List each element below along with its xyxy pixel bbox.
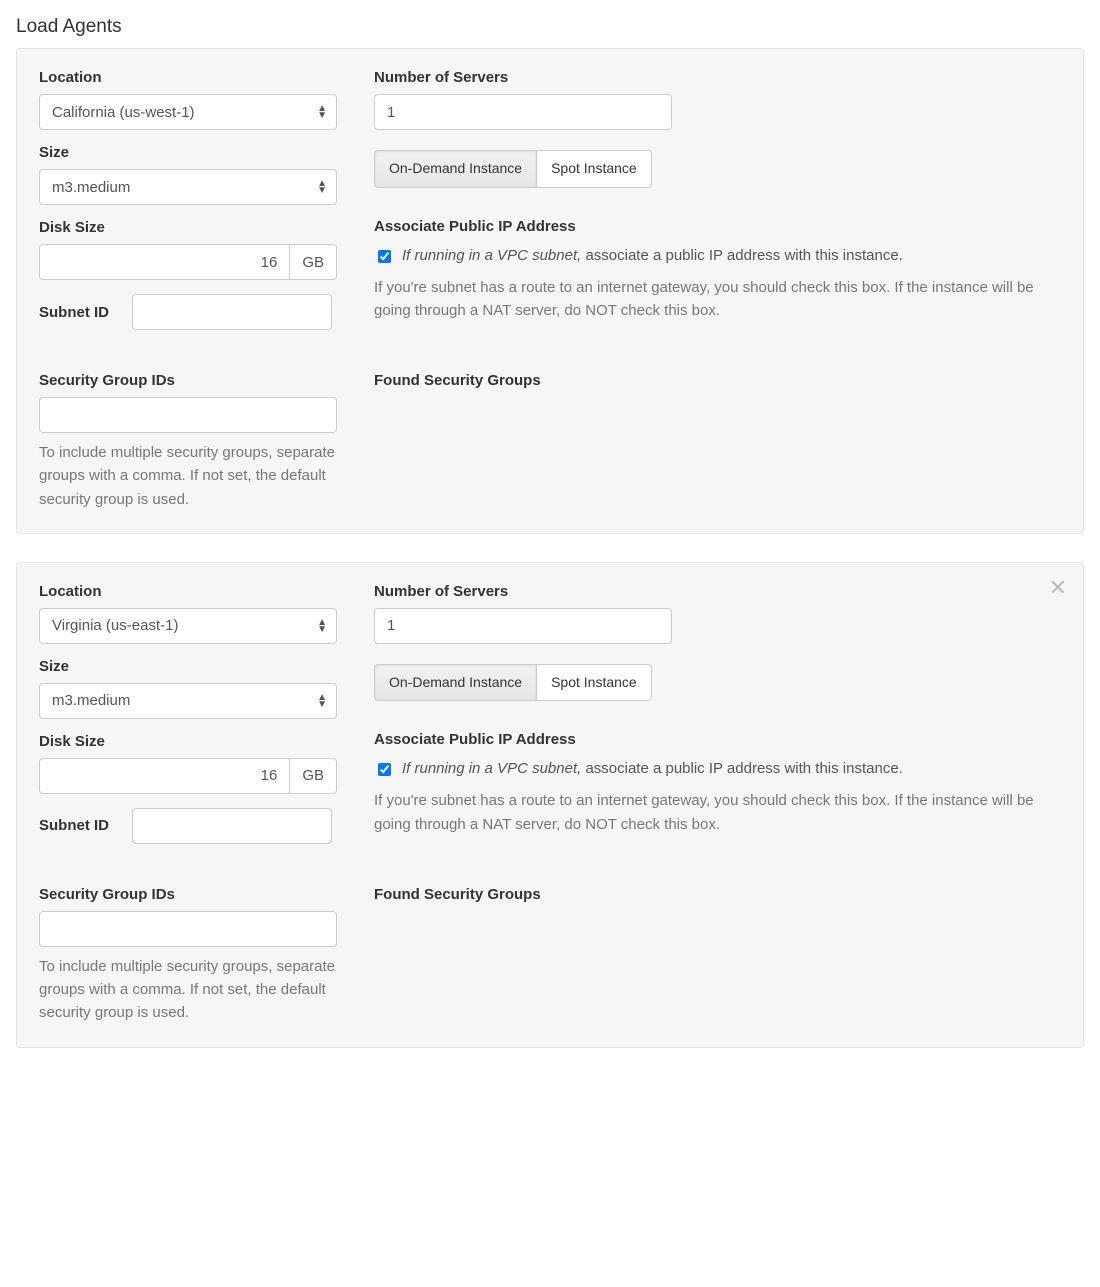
agent-panel: Location California (us-west-1) ▲▼ Size … (16, 48, 1084, 534)
associate-ip-heading: Associate Public IP Address (374, 731, 1061, 748)
associate-ip-text: If running in a VPC subnet, associate a … (402, 760, 903, 777)
size-select[interactable]: m3.medium (39, 683, 337, 719)
page-title: Load Agents (16, 16, 1084, 38)
close-icon[interactable]: ✕ (1049, 577, 1067, 599)
location-select[interactable]: California (us-west-1) (39, 94, 337, 130)
on-demand-button[interactable]: On-Demand Instance (374, 664, 537, 702)
size-label: Size (39, 144, 374, 161)
num-servers-input[interactable] (374, 94, 672, 130)
found-security-groups-heading: Found Security Groups (374, 886, 1061, 903)
security-group-ids-label: Security Group IDs (39, 372, 374, 389)
associate-ip-checkbox[interactable] (378, 763, 391, 776)
spot-button[interactable]: Spot Instance (537, 150, 652, 188)
associate-ip-text: If running in a VPC subnet, associate a … (402, 247, 903, 264)
location-select[interactable]: Virginia (us-east-1) (39, 608, 337, 644)
instance-type-toggle: On-Demand Instance Spot Instance (374, 664, 652, 702)
subnet-id-label: Subnet ID (39, 304, 124, 321)
security-group-ids-label: Security Group IDs (39, 886, 374, 903)
num-servers-input[interactable] (374, 608, 672, 644)
security-group-ids-input[interactable] (39, 911, 337, 947)
disk-unit-label: GB (289, 244, 337, 280)
on-demand-button[interactable]: On-Demand Instance (374, 150, 537, 188)
associate-ip-checkbox[interactable] (378, 250, 391, 263)
num-servers-label: Number of Servers (374, 583, 1061, 600)
disk-unit-label: GB (289, 758, 337, 794)
spot-button[interactable]: Spot Instance (537, 664, 652, 702)
location-label: Location (39, 69, 374, 86)
num-servers-label: Number of Servers (374, 69, 1061, 86)
associate-ip-help: If you're subnet has a route to an inter… (374, 789, 1061, 836)
size-label: Size (39, 658, 374, 675)
disk-size-input[interactable] (39, 758, 289, 794)
instance-type-toggle: On-Demand Instance Spot Instance (374, 150, 652, 188)
subnet-id-input[interactable] (132, 294, 332, 330)
location-label: Location (39, 583, 374, 600)
security-group-ids-input[interactable] (39, 397, 337, 433)
associate-ip-help: If you're subnet has a route to an inter… (374, 276, 1061, 323)
size-select[interactable]: m3.medium (39, 169, 337, 205)
associate-ip-heading: Associate Public IP Address (374, 218, 1061, 235)
disk-size-label: Disk Size (39, 733, 374, 750)
disk-size-input[interactable] (39, 244, 289, 280)
security-group-help: To include multiple security groups, sep… (39, 955, 337, 1025)
agent-panel: ✕ Location Virginia (us-east-1) ▲▼ Size … (16, 562, 1084, 1048)
disk-size-label: Disk Size (39, 219, 374, 236)
subnet-id-label: Subnet ID (39, 817, 124, 834)
security-group-help: To include multiple security groups, sep… (39, 441, 337, 511)
found-security-groups-heading: Found Security Groups (374, 372, 1061, 389)
subnet-id-input[interactable] (132, 808, 332, 844)
